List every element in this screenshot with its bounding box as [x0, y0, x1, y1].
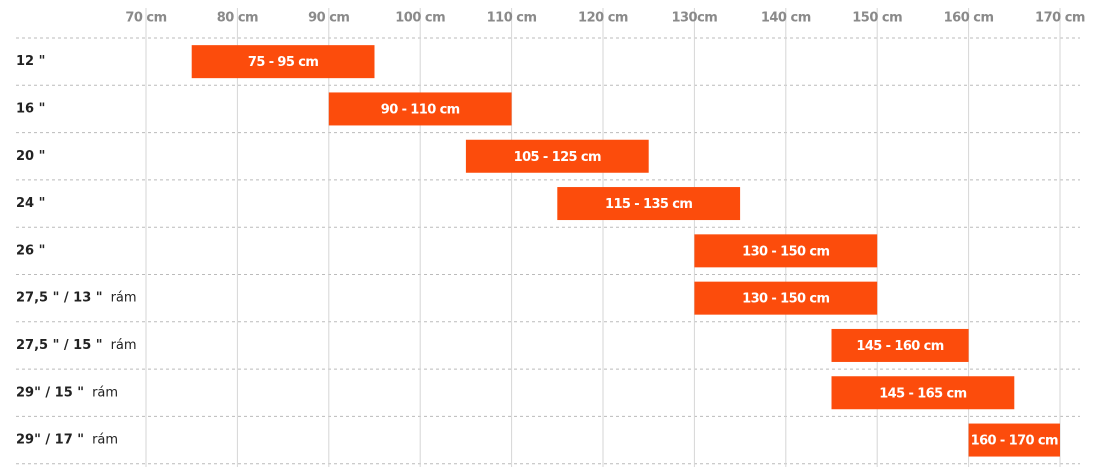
bar — [831, 328, 969, 362]
row-label-suffix: rám — [111, 338, 137, 353]
bar-label: 75 - 95 cm — [248, 55, 318, 70]
bar-label: 105 - 125 cm — [514, 150, 601, 165]
bar-label: 130 - 150 cm — [742, 292, 829, 307]
x-tick-label: 160 cm — [944, 11, 994, 26]
row-label-suffix: rám — [92, 433, 118, 448]
row-label: 16 " — [16, 101, 45, 116]
row-label: 27,5 " / 15 " — [16, 338, 103, 353]
bar — [831, 376, 1015, 410]
x-tick-label: 140 cm — [761, 11, 811, 26]
x-tick-label: 150 cm — [852, 11, 902, 26]
x-tick-label: 120 cm — [578, 11, 628, 26]
row-label: 27,5 " / 13 " — [16, 291, 103, 306]
bar-label: 160 - 170 cm — [971, 434, 1058, 449]
bar-label: 145 - 165 cm — [879, 386, 966, 401]
bar — [968, 423, 1060, 457]
bar-label: 90 - 110 cm — [381, 102, 460, 117]
bar — [557, 187, 741, 221]
x-tick-label: 70 cm — [125, 11, 166, 26]
x-tick-label: 80 cm — [217, 11, 258, 26]
bar-label: 145 - 160 cm — [856, 339, 943, 354]
bar — [465, 139, 649, 173]
row-label: 24 " — [16, 196, 45, 211]
row-label: 29" / 17 " — [16, 433, 84, 448]
row-label: 26 " — [16, 243, 45, 258]
bar — [694, 281, 878, 315]
x-tick-label: 110 cm — [487, 11, 537, 26]
row-label: 12 " — [16, 54, 45, 69]
x-tick-label: 130cm — [671, 11, 717, 26]
row-label: 20 " — [16, 149, 45, 164]
row-label-suffix: rám — [92, 385, 118, 400]
bar — [191, 45, 375, 79]
x-tick-label: 90 cm — [308, 11, 349, 26]
bar-label: 130 - 150 cm — [742, 244, 829, 259]
x-tick-label: 100 cm — [395, 11, 445, 26]
bar — [328, 92, 512, 126]
row-label: 29" / 15 " — [16, 385, 84, 400]
bar — [694, 234, 878, 268]
x-tick-label: 170 cm — [1035, 11, 1085, 26]
bar-label: 115 - 135 cm — [605, 197, 692, 212]
row-label-suffix: rám — [111, 291, 137, 306]
